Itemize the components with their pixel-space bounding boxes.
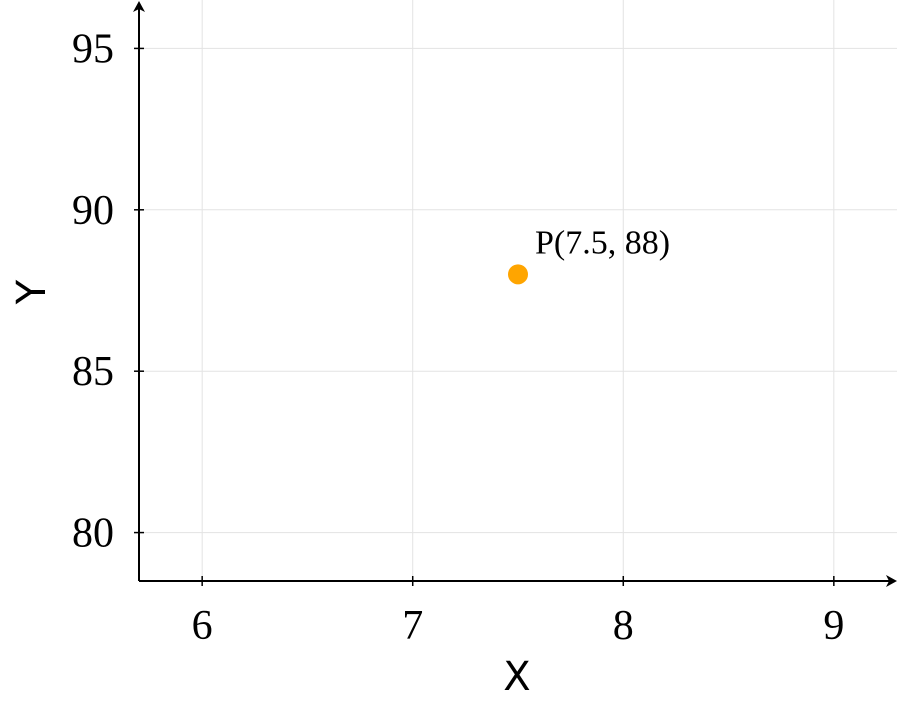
y-axis-label: Y: [9, 279, 55, 305]
axes: [133, 1, 897, 587]
x-tick-label: 8: [613, 603, 634, 649]
x-tick-label: 9: [823, 603, 844, 649]
data-point: [508, 264, 528, 285]
y-tick-label: 95: [72, 26, 114, 72]
x-tick-label: 7: [402, 603, 423, 649]
y-tick-label: 90: [72, 188, 114, 234]
point-label: P(7.5, 88): [535, 224, 670, 261]
grid: [139, 0, 897, 581]
x-tick-label: 6: [192, 603, 213, 649]
ticks: 6 7 8 9 80 85 90 95: [72, 26, 844, 649]
points: P(7.5, 88): [508, 224, 670, 285]
y-axis-arrow: [133, 1, 145, 12]
x-axis-arrow: [886, 575, 897, 587]
y-tick-label: 80: [72, 511, 114, 557]
y-tick-label: 85: [72, 349, 114, 395]
x-axis-label: X: [503, 654, 530, 700]
